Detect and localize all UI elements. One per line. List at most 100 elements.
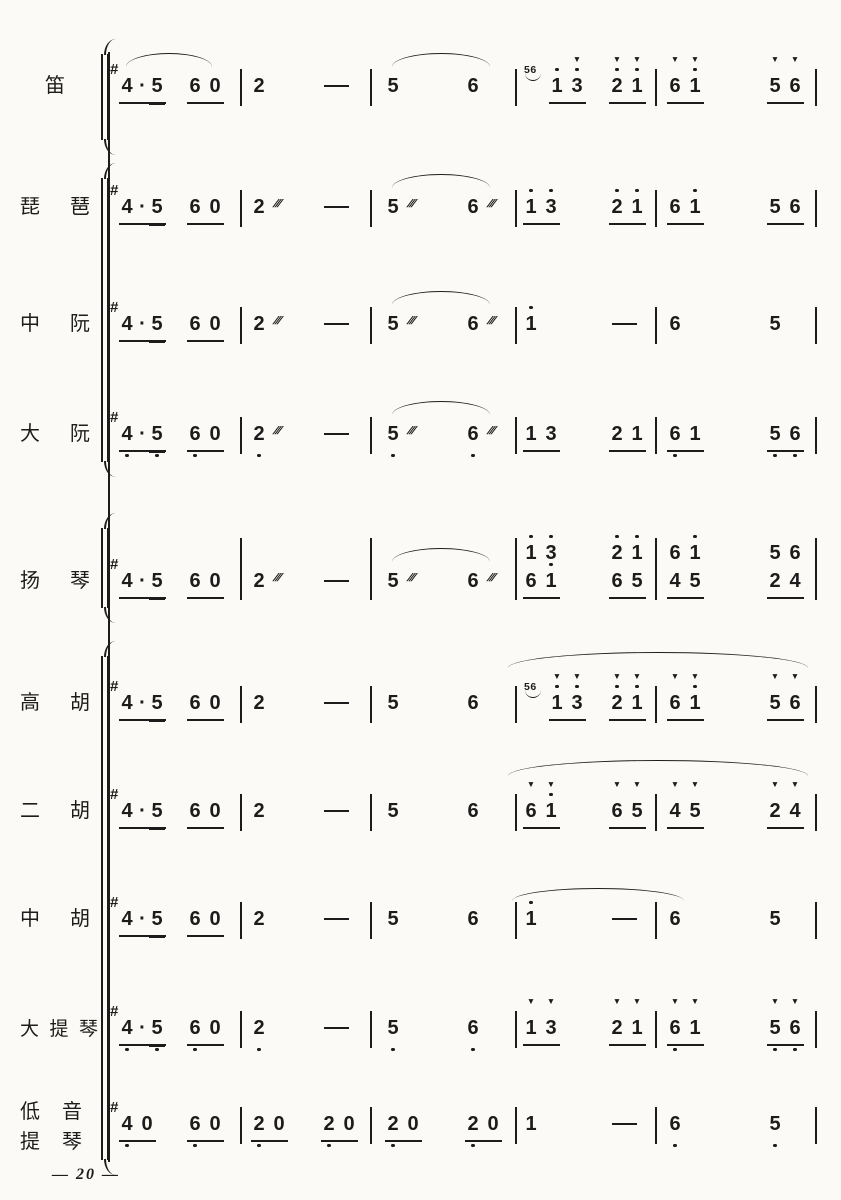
note-digit: 6 xyxy=(189,570,201,592)
slur-arc xyxy=(392,401,490,415)
note-digit: 2 xyxy=(386,1113,400,1147)
barline xyxy=(240,686,242,723)
instrument-label: 笛 xyxy=(20,73,90,99)
note-digit: · xyxy=(139,196,146,218)
note-digit: 5 xyxy=(149,800,165,830)
note-digit: 4 xyxy=(120,1017,134,1051)
note-digit: 2 xyxy=(253,570,265,592)
note-cell: 2 /// xyxy=(252,570,283,594)
note-digit: 0 xyxy=(209,692,221,714)
note-cell: 5 xyxy=(768,908,788,932)
instrument-row: 低音提琴 #4 0 6 0 2 0 2 0 2 0 2 0 1 6 5 xyxy=(20,1099,832,1153)
eighth-beam xyxy=(609,718,646,721)
eighth-beam xyxy=(667,826,704,829)
note-cell: 2 ▼ 4 ▼ xyxy=(767,780,808,829)
instrument-label-line: 中阮 xyxy=(20,311,90,337)
eighth-beam xyxy=(119,1139,156,1142)
instrument-label: 中阮 xyxy=(20,311,90,337)
octave-dot-above-icon xyxy=(549,189,553,193)
note-cell: 6 /// xyxy=(466,313,497,337)
instrument-label-char: 琵 xyxy=(20,196,40,218)
octave-dot-below-icon xyxy=(125,1047,129,1051)
note-cell: 6 xyxy=(466,75,486,99)
sharp-sign: # xyxy=(110,678,119,695)
note-cell: 2 xyxy=(252,800,272,824)
octave-dot-below-icon xyxy=(193,1143,197,1147)
note-cell: 6 /// xyxy=(466,423,498,457)
note-digit: 2 ▼ xyxy=(611,54,623,97)
note-digit: 6 xyxy=(668,1113,682,1147)
note-digit: 5 xyxy=(149,1017,165,1051)
instrument-row: 中胡 #4 · 5 6 0 2 5 6 1 6 5 xyxy=(20,888,832,939)
slur-arc xyxy=(126,53,212,67)
note-digit: 6 xyxy=(466,1017,480,1051)
note-digit: 6 xyxy=(189,908,201,930)
instrument-label-char: 中 xyxy=(20,908,40,930)
note-cell: 5 /// xyxy=(386,570,417,594)
octave-dot-below-icon xyxy=(793,1047,797,1051)
accent-icon: ▼ xyxy=(770,671,780,681)
instrument-label-char: 胡 xyxy=(70,800,90,822)
note-digit: 0 xyxy=(487,1113,499,1135)
barline xyxy=(240,417,242,454)
eighth-beam xyxy=(767,449,804,452)
note-digit: 3 xyxy=(544,535,558,564)
octave-dot-below-icon xyxy=(471,453,475,457)
octave-dot-above-icon xyxy=(575,685,579,689)
eighth-beam xyxy=(667,449,704,452)
note-digit: 1 xyxy=(550,68,564,97)
barline xyxy=(515,538,517,600)
barline xyxy=(515,417,517,454)
sharp-sign: # xyxy=(110,299,119,316)
note-cell: 6 ▼ 5 ▼ xyxy=(609,780,650,829)
eighth-beam xyxy=(523,1043,560,1046)
note-digit: 0 xyxy=(141,1113,153,1135)
note-digit: 1 xyxy=(689,423,701,445)
accent-icon: ▼ xyxy=(612,996,622,1006)
note-digit: 5 xyxy=(387,570,399,592)
note-digit: 6 ▼ xyxy=(669,671,681,714)
note-cell: 5 /// xyxy=(386,313,417,337)
instrument-label-char: 胡 xyxy=(70,908,90,930)
instrument-label-line: 中胡 xyxy=(20,906,90,932)
instrument-row: 中阮 #4 · 5 6 0 2///5///6///1 6 5 xyxy=(20,291,832,344)
note-cell: 4 · 5 xyxy=(119,423,170,457)
sixteenth-beam xyxy=(149,828,165,830)
note-digit: 3 ▼ xyxy=(545,996,557,1039)
note-cell: 2 xyxy=(252,1017,272,1051)
octave-dot-below-icon xyxy=(155,1047,159,1051)
octave-dot-above-icon xyxy=(635,189,639,193)
note-digit: 6 ▼ xyxy=(789,54,801,97)
note-cell: 5 xyxy=(386,75,406,99)
octave-dot-below-icon xyxy=(391,1143,395,1147)
instrument-label-line: 高胡 xyxy=(20,690,90,716)
grace-notes: 56 xyxy=(524,681,541,698)
slur-arc xyxy=(392,53,490,67)
note-digit: 1 xyxy=(524,306,538,335)
note-digit: 4 xyxy=(121,313,133,335)
eighth-beam xyxy=(119,934,166,937)
note-cell: 4 · 5 xyxy=(119,75,170,105)
note-cell: 4 · 5 xyxy=(119,692,170,722)
note-digit: 5 ▼ xyxy=(768,997,782,1051)
eighth-beam xyxy=(609,449,646,452)
instrument-label-char: 高 xyxy=(20,692,40,714)
barline xyxy=(655,1107,657,1144)
eighth-beam xyxy=(767,826,804,829)
instrument-label: 二胡 xyxy=(20,798,90,824)
note-cell: 4 · 5 xyxy=(119,908,170,938)
octave-dot-above-icon xyxy=(549,563,553,567)
note-digit: 1 xyxy=(688,189,702,218)
eighth-beam xyxy=(187,101,224,104)
note-digit: 6 xyxy=(466,423,480,457)
note-digit: 0 xyxy=(209,800,221,822)
note-cell: 6 xyxy=(466,800,486,824)
accent-icon: ▼ xyxy=(670,54,680,64)
barline xyxy=(655,538,657,600)
